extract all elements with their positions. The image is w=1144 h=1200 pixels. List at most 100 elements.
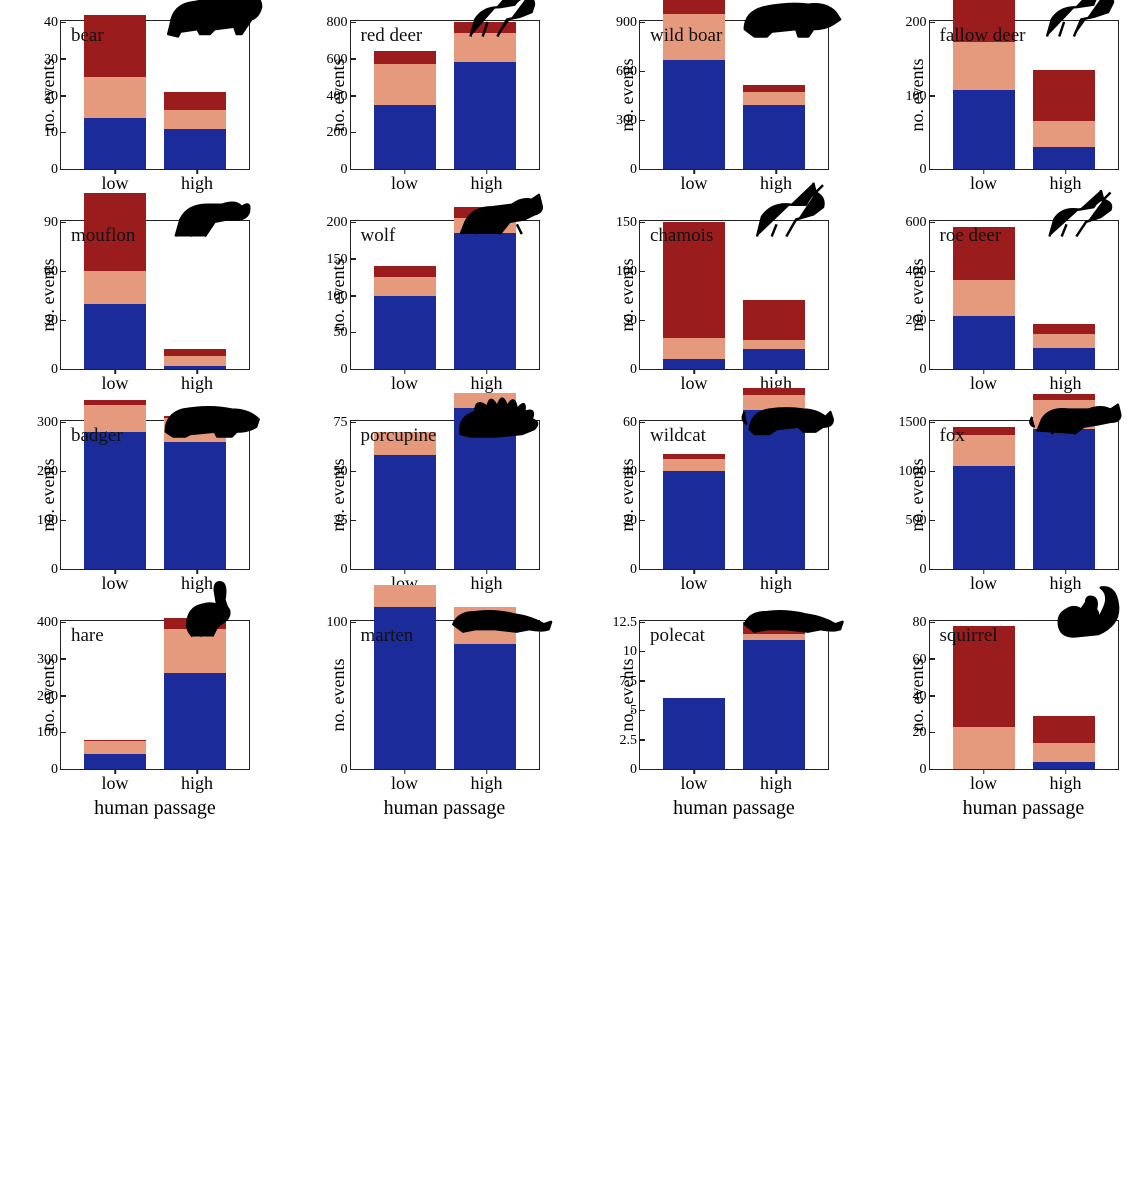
segment-twilight bbox=[164, 110, 226, 128]
y-ticks: 010203040 bbox=[40, 20, 60, 170]
bar-low bbox=[953, 626, 1015, 769]
segment-twilight bbox=[663, 338, 725, 360]
segment-night bbox=[743, 105, 805, 169]
panel-title: polecat bbox=[650, 625, 705, 647]
panel-title: chamois bbox=[650, 225, 713, 247]
y-tick-label: 600 bbox=[597, 64, 637, 80]
segment-twilight bbox=[743, 92, 805, 105]
y-tick-label: 12.5 bbox=[597, 615, 637, 631]
segment-night bbox=[953, 90, 1015, 169]
x-category-label: high bbox=[157, 773, 237, 794]
y-tick-label: 900 bbox=[597, 15, 637, 31]
segment-day bbox=[374, 51, 436, 64]
x-category-label: low bbox=[75, 573, 155, 594]
x-axis-label: human passage bbox=[673, 797, 795, 820]
y-tick-label: 30 bbox=[18, 313, 58, 329]
y-tick-label: 300 bbox=[597, 113, 637, 129]
segment-twilight bbox=[1033, 121, 1095, 147]
x-category-label: low bbox=[75, 773, 155, 794]
y-tick-label: 60 bbox=[597, 415, 637, 431]
bar-low bbox=[663, 454, 725, 569]
y-tick-label: 20 bbox=[18, 89, 58, 105]
bar-low bbox=[374, 266, 436, 369]
bar-high bbox=[1033, 70, 1095, 169]
bar-low bbox=[374, 585, 436, 769]
segment-night bbox=[743, 640, 805, 769]
chamois-icon bbox=[735, 174, 845, 244]
x-axis-label: human passage bbox=[384, 797, 506, 820]
segment-day bbox=[164, 92, 226, 110]
y-tick-label: 0 bbox=[18, 762, 58, 778]
y-ticks: 0300600900 bbox=[619, 20, 639, 170]
x-category-label: low bbox=[654, 373, 734, 394]
segment-twilight bbox=[374, 64, 436, 104]
segment-twilight bbox=[953, 42, 1015, 90]
y-tick-label: 60 bbox=[18, 264, 58, 280]
panel-title: bear bbox=[71, 25, 104, 47]
badger-icon bbox=[156, 374, 266, 444]
segment-night bbox=[84, 432, 146, 569]
panel-porcupine: no. events0255075porcupinelowhigh bbox=[300, 420, 550, 570]
y-tick-label: 200 bbox=[308, 125, 348, 141]
segment-night bbox=[374, 455, 436, 569]
panel-red-deer: no. events0200400600800red deerlowhigh bbox=[300, 20, 550, 170]
segment-night bbox=[953, 466, 1015, 569]
panel-roe-deer: no. events0200400600roe deerlowhigh bbox=[879, 220, 1129, 370]
y-tick-label: 200 bbox=[887, 313, 927, 329]
bar-high bbox=[164, 92, 226, 169]
segment-twilight bbox=[953, 280, 1015, 317]
x-axis-label: human passage bbox=[94, 797, 216, 820]
y-ticks: 050010001500 bbox=[909, 420, 929, 570]
y-tick-label: 1500 bbox=[887, 415, 927, 431]
fallow-deer-icon bbox=[1025, 0, 1135, 44]
segment-night bbox=[164, 442, 226, 569]
x-category-label: low bbox=[75, 173, 155, 194]
y-ticks: 0200400600800 bbox=[330, 20, 350, 170]
bar-high bbox=[454, 22, 516, 169]
panel-title: wildcat bbox=[650, 425, 706, 447]
x-category-label: high bbox=[736, 773, 816, 794]
y-tick-label: 7.5 bbox=[597, 674, 637, 690]
panel-badger: no. events0100200300badgerlowhigh bbox=[10, 420, 260, 570]
panel-title: wild boar bbox=[650, 25, 722, 47]
panel-title: fox bbox=[940, 425, 965, 447]
panel-title: fallow deer bbox=[940, 25, 1026, 47]
roe-deer-icon bbox=[1025, 174, 1135, 244]
segment-twilight bbox=[1033, 743, 1095, 761]
wild-boar-icon bbox=[735, 0, 845, 44]
y-tick-label: 400 bbox=[308, 89, 348, 105]
y-ticks: 050100150 bbox=[619, 220, 639, 370]
segment-night bbox=[84, 118, 146, 169]
panel-title: squirrel bbox=[940, 625, 998, 647]
y-tick-label: 100 bbox=[308, 289, 348, 305]
bar-low bbox=[663, 698, 725, 769]
panel-fallow-deer: no. events0100200fallow deerlowhigh bbox=[879, 20, 1129, 170]
y-tick-label: 150 bbox=[597, 215, 637, 231]
y-tick-label: 0 bbox=[308, 562, 348, 578]
segment-night bbox=[84, 304, 146, 369]
y-tick-label: 0 bbox=[597, 362, 637, 378]
segment-day bbox=[1033, 324, 1095, 334]
y-tick-label: 400 bbox=[887, 264, 927, 280]
y-ticks: 0204060 bbox=[619, 420, 639, 570]
bar-high bbox=[1033, 716, 1095, 769]
segment-night bbox=[1033, 147, 1095, 169]
y-tick-label: 40 bbox=[18, 15, 58, 31]
y-tick-label: 10 bbox=[597, 644, 637, 660]
y-tick-label: 0 bbox=[597, 562, 637, 578]
bar-high bbox=[743, 85, 805, 169]
y-ticks: 0100200300 bbox=[40, 420, 60, 570]
segment-night bbox=[663, 698, 725, 769]
bar-low bbox=[374, 51, 436, 169]
segment-twilight bbox=[1033, 334, 1095, 349]
y-tick-label: 200 bbox=[887, 15, 927, 31]
bar-high bbox=[743, 622, 805, 769]
porcupine-icon bbox=[446, 374, 556, 444]
segment-night bbox=[164, 366, 226, 369]
y-ticks: 050100150200 bbox=[330, 220, 350, 370]
x-axis-label: human passage bbox=[963, 797, 1085, 820]
segment-twilight bbox=[84, 271, 146, 304]
y-tick-label: 150 bbox=[308, 252, 348, 268]
y-tick-label: 0 bbox=[308, 362, 348, 378]
y-tick-label: 100 bbox=[308, 615, 348, 631]
